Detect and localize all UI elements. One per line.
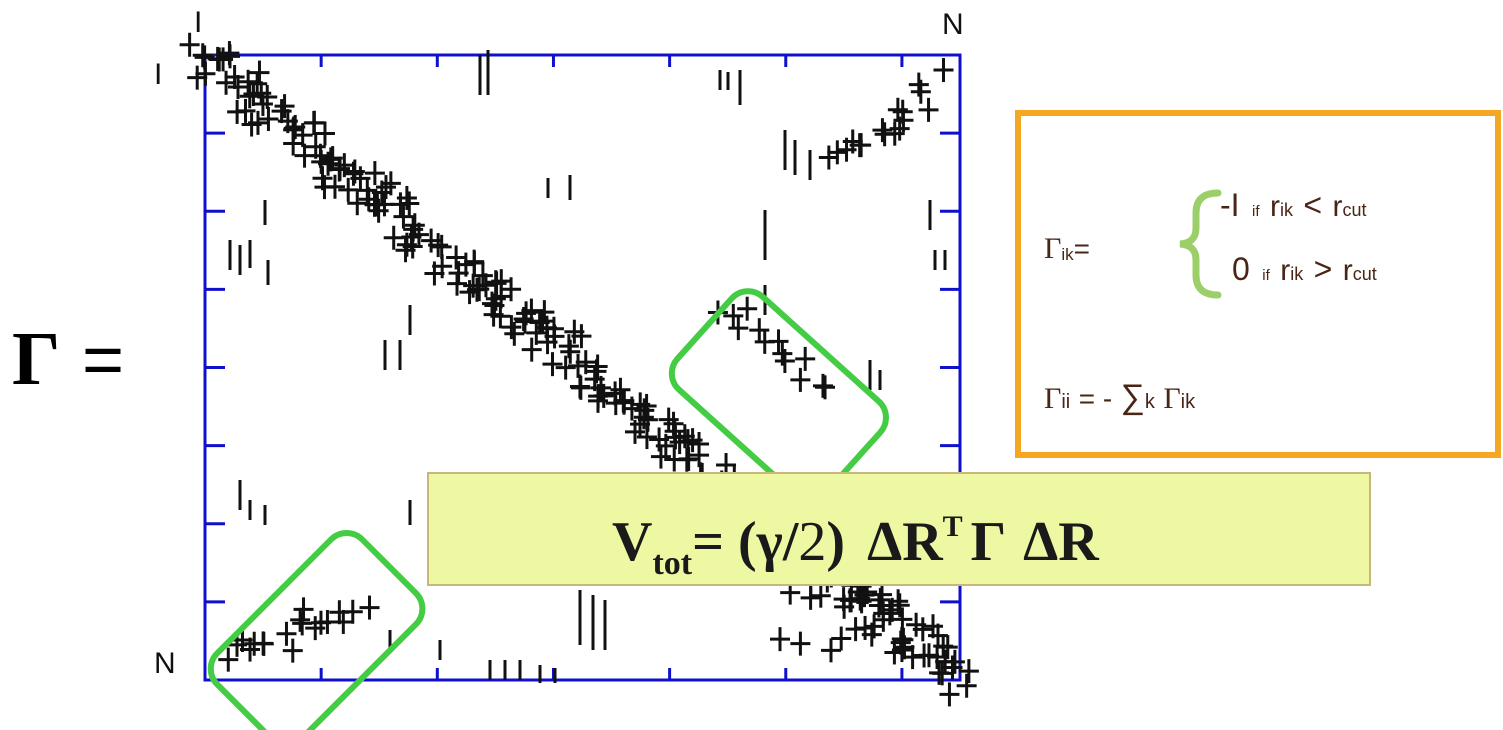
highlight-box-corner [207, 529, 426, 730]
equals-sign: = [82, 320, 124, 400]
energy-formula: Vtot= (γ/2) ΔRT Γ ΔR [612, 510, 1099, 582]
definition-box: Γik= -I if rik < rcut 0 if rik > rcut Γi… [1015, 110, 1501, 458]
energy-formula-box: Vtot= (γ/2) ΔRT Γ ΔR [427, 472, 1371, 586]
matrix-top-right-label: N [942, 8, 964, 41]
matrix-left-top-label: I [154, 58, 162, 91]
def-gamma: Γik= [1044, 232, 1090, 265]
case-zero: 0 if rik > rcut [1232, 251, 1377, 287]
matrix-plot [179, 32, 979, 707]
case-negative: -I if rik < rcut [1220, 187, 1367, 223]
gamma-symbol: Γ [12, 317, 60, 401]
diag-definition: Γii = - ∑k Γik [1044, 378, 1196, 416]
matrix-entries [179, 32, 979, 707]
brace-icon [1179, 189, 1222, 299]
matrix-top-left-label: I [194, 6, 202, 39]
definition-frame [1015, 110, 1501, 458]
highlight-box-offdiag [668, 288, 889, 503]
formula-background [427, 472, 1371, 586]
matrix-left-bottom-label: N [154, 647, 176, 680]
